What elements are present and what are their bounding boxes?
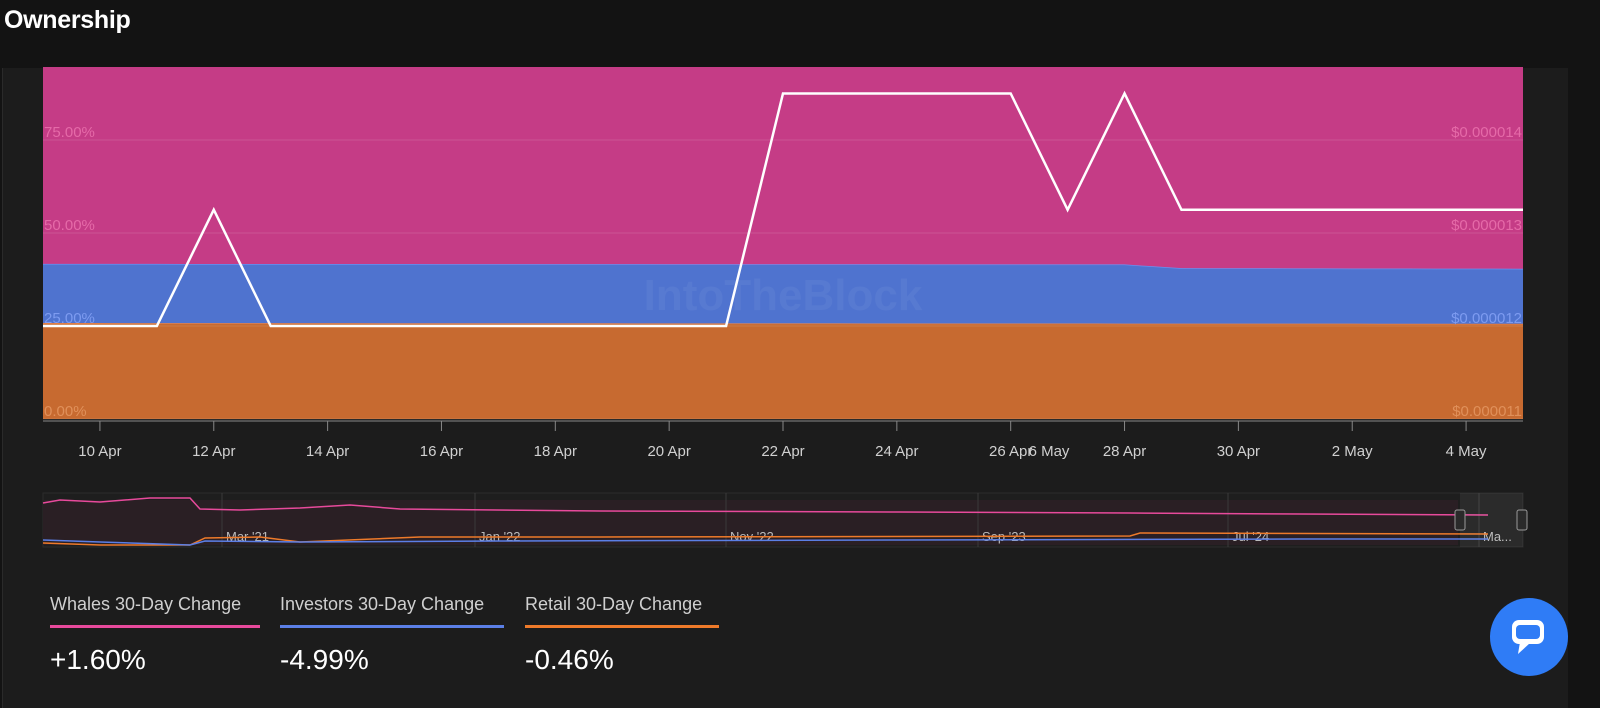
navigator-investors-line (42, 538, 1488, 546)
navigator-fill (43, 500, 1458, 545)
x-tick-label: 24 Apr (875, 443, 918, 460)
navigator-whales-line (42, 497, 1489, 516)
whales-color-bar (50, 625, 260, 628)
x-tick-label: 28 Apr (1103, 443, 1146, 460)
x-tick-label: 16 Apr (420, 443, 463, 460)
x-tick-label: 26 Apr (989, 443, 1032, 460)
right-axis-label: $0.000011 (1452, 403, 1522, 420)
x-tick-label: 12 Apr (192, 443, 235, 460)
chat-button[interactable] (1490, 598, 1568, 676)
right-axis-label: $0.000014 (1451, 124, 1522, 141)
navigator-label: Jul '24 (1232, 529, 1269, 544)
left-axis-label: 25.00% (44, 310, 95, 327)
watermark: IntoTheBlock (644, 271, 923, 320)
navigator-handle[interactable] (1516, 509, 1528, 531)
x-tick-label: 18 Apr (534, 443, 577, 460)
left-axis-label: 75.00% (44, 124, 95, 141)
area-investors (43, 263, 1523, 324)
investors-color-bar (280, 625, 504, 628)
navigator-selection[interactable] (1460, 493, 1523, 547)
page-title: Ownership (4, 6, 131, 34)
retail-change-label: Retail 30-Day Change (525, 594, 703, 614)
x-tick-label: 10 Apr (78, 443, 121, 460)
x-tick-label: 6 May (1029, 443, 1070, 460)
whales-change: Whales 30-Day Change +1.60% (50, 594, 260, 676)
x-tick-label: 20 Apr (647, 443, 690, 460)
x-tick-label: 30 Apr (1217, 443, 1260, 460)
retail-change-value: -0.46% (525, 644, 614, 675)
investors-change: Investors 30-Day Change -4.99% (280, 594, 504, 676)
area-whales (43, 67, 1523, 269)
left-axis-label: 0.00% (44, 403, 87, 420)
x-tick-label: 2 May (1332, 443, 1373, 460)
navigator-label: Ma... (1483, 529, 1512, 544)
chat-icon (1512, 620, 1544, 654)
area-retail (43, 323, 1523, 419)
x-tick-label: 4 May (1446, 443, 1487, 460)
right-axis-label: $0.000012 (1451, 310, 1522, 327)
retail-change: Retail 30-Day Change -0.46% (525, 594, 719, 676)
investors-change-label: Investors 30-Day Change (280, 594, 485, 614)
retail-color-bar (525, 625, 719, 628)
whales-change-label: Whales 30-Day Change (50, 594, 242, 614)
x-tick-label: 14 Apr (306, 443, 349, 460)
x-tick-label: 22 Apr (761, 443, 804, 460)
investors-change-value: -4.99% (280, 644, 369, 675)
left-axis-label: 50.00% (44, 217, 95, 234)
right-axis-label: $0.000013 (1451, 217, 1522, 234)
whales-change-value: +1.60% (50, 644, 146, 675)
navigator-handle[interactable] (1454, 509, 1466, 531)
price-line (43, 90, 1523, 328)
ownership-chart[interactable]: IntoTheBlock 0.00% 25.00% 50.00% 75.00% $0.0… (0, 0, 1600, 560)
